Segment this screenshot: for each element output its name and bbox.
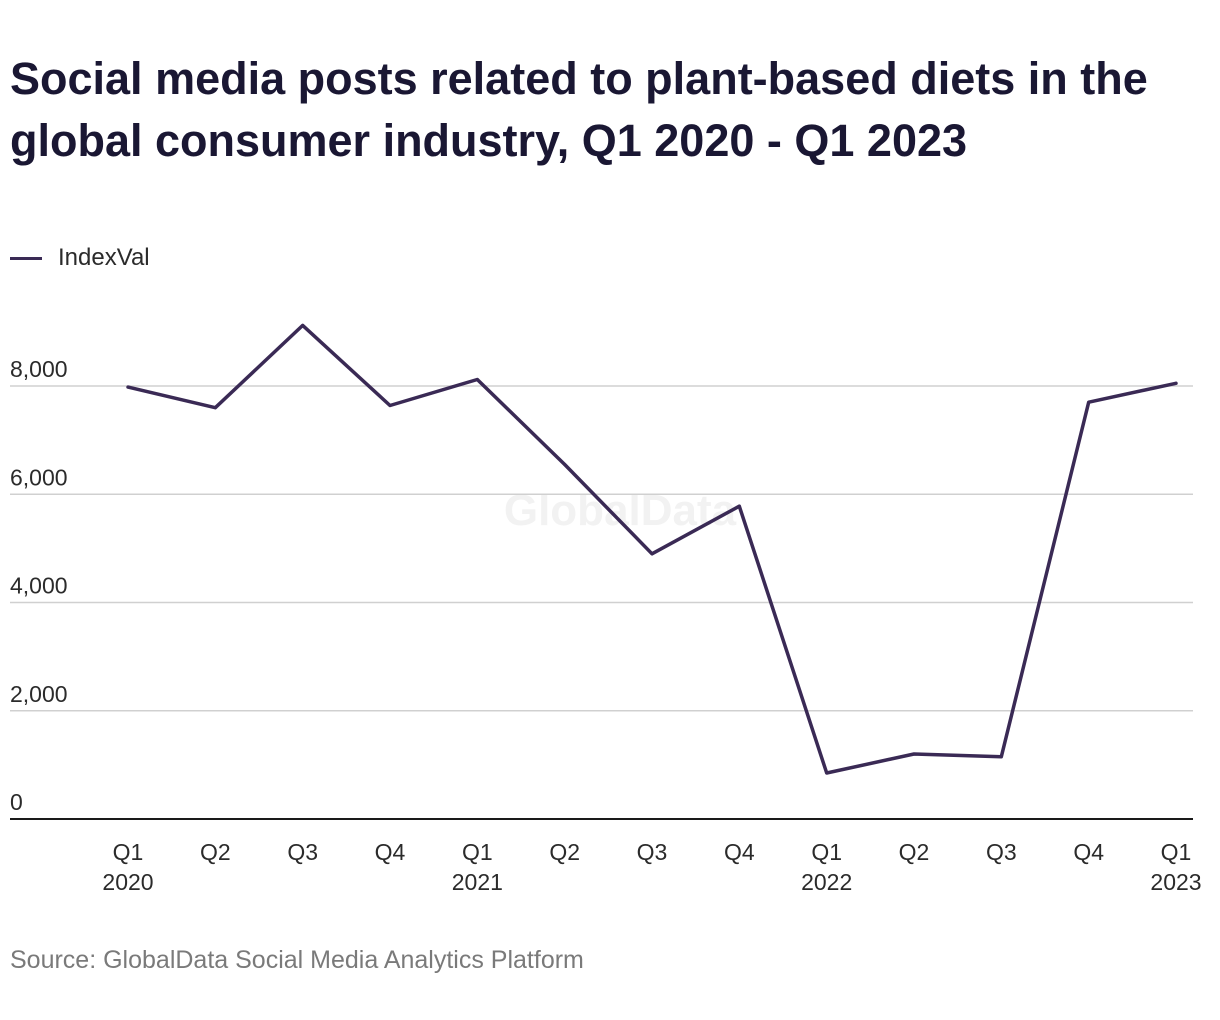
data-point [650,552,654,556]
x-tick-label: Q1 [1161,839,1192,865]
legend-label: IndexVal [58,244,150,271]
x-tick-label: Q2 [200,839,231,865]
x-tick-year-label: 2021 [452,869,503,895]
x-tick-label: Q3 [637,839,668,865]
data-point [301,323,305,327]
x-tick-year-label: 2022 [801,869,852,895]
data-point [1087,400,1091,404]
x-tick-label: Q1 [113,839,144,865]
x-tick-label: Q3 [287,839,318,865]
x-tick-label: Q1 [811,839,842,865]
x-tick-label: Q3 [986,839,1017,865]
y-tick-label: 0 [10,789,23,815]
y-tick-label: 8,000 [10,356,68,382]
y-tick-label: 6,000 [10,464,68,490]
x-tick-label: Q1 [462,839,493,865]
x-tick-label: Q4 [1073,839,1104,865]
data-point [737,504,741,508]
x-tick-year-label: 2023 [1150,869,1201,895]
x-tick-label: Q4 [375,839,406,865]
legend-swatch [10,256,42,260]
data-point [563,462,567,466]
data-point [999,755,1003,759]
data-point [825,771,829,775]
x-tick-label: Q2 [899,839,930,865]
x-tick-year-label: 2020 [102,869,153,895]
x-tick-label: Q4 [724,839,755,865]
y-tick-label: 2,000 [10,681,68,707]
x-tick-label: Q2 [549,839,580,865]
data-point [126,385,130,389]
chart-title: Social media posts related to plant-base… [10,53,1148,166]
source-note: Source: GlobalData Social Media Analytic… [10,946,584,974]
series-line-indexval [126,323,1178,775]
data-point [1174,381,1178,385]
data-point [912,752,916,756]
y-tick-label: 4,000 [10,573,68,599]
data-point [475,378,479,382]
legend: IndexVal [10,244,150,272]
data-point [213,406,217,410]
data-point [388,403,392,407]
